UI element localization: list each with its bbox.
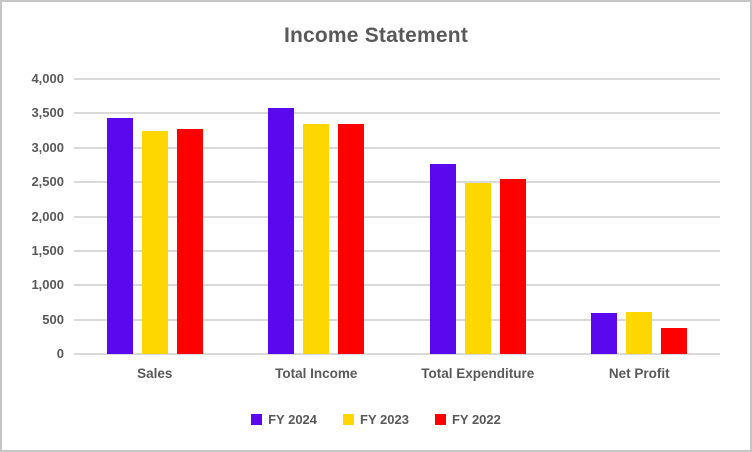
x-axis: Sales Total Income Total Expenditure Net Pr… xyxy=(74,366,720,381)
legend-item-fy-2024: FY 2024 xyxy=(251,412,317,427)
bar-fy-2024-total-income xyxy=(268,107,295,354)
gridline xyxy=(74,146,720,149)
x-axis-category-label: Total Expenditure xyxy=(421,366,535,381)
bar-fy-2024-sales xyxy=(106,117,133,354)
y-axis-tick-label: 3,500 xyxy=(31,105,64,121)
bar-group-total-income xyxy=(236,79,398,354)
bar-fy-2023-net-profit xyxy=(626,311,653,354)
x-axis-category-label: Total Income xyxy=(275,366,358,381)
bar-fy-2023-total-expenditure xyxy=(464,182,491,354)
gridline xyxy=(74,249,720,252)
bar-fy-2022-total-income xyxy=(338,124,365,354)
gridline xyxy=(74,78,720,80)
gridline xyxy=(74,318,720,321)
gridline xyxy=(74,181,720,184)
chart-title: Income Statement xyxy=(283,24,469,47)
x-axis-category-label: Sales xyxy=(137,366,173,381)
y-axis-tick-label: 2,000 xyxy=(31,208,64,224)
legend-swatch-icon xyxy=(434,414,446,425)
gridline xyxy=(74,284,720,287)
bars-container xyxy=(74,79,720,354)
bar-group-net-profit xyxy=(559,79,721,354)
bar-group-total-expenditure xyxy=(397,79,559,354)
y-axis-tick-label: 1,500 xyxy=(31,242,64,258)
bar-group-sales xyxy=(74,79,236,354)
legend-item-fy-2022: FY 2022 xyxy=(434,412,501,427)
y-axis-tick-label: 500 xyxy=(42,311,64,327)
bar-fy-2024-net-profit xyxy=(591,313,618,354)
bar-fy-2022-sales xyxy=(176,129,203,354)
legend-item-fy-2023: FY 2023 xyxy=(343,412,409,427)
legend-swatch-icon xyxy=(343,414,355,425)
y-axis-tick-label: 3,000 xyxy=(31,139,64,155)
legend-swatch-icon xyxy=(251,414,263,425)
bar-fy-2023-sales xyxy=(141,131,168,354)
x-axis-category-label: Net Profit xyxy=(608,366,670,381)
legend-label: FY 2022 xyxy=(451,412,501,427)
legend: FY 2024 FY 2023 FY 2022 xyxy=(2,412,750,427)
gridline xyxy=(74,112,720,115)
gridline xyxy=(74,215,720,218)
y-axis: 0 500 1,000 1,500 2,000 2,500 3,000 3,500 4,000 xyxy=(12,71,64,361)
y-axis-tick-label: 2,500 xyxy=(31,174,64,190)
bar-fy-2024-total-expenditure xyxy=(429,164,456,354)
legend-label: FY 2024 xyxy=(268,412,318,427)
bar-fy-2022-net-profit xyxy=(661,327,688,354)
y-axis-tick-label: 0 xyxy=(56,346,64,361)
plot-area xyxy=(74,78,720,355)
gridline xyxy=(74,353,720,355)
y-axis-tick-label: 1,000 xyxy=(31,277,64,293)
bar-fy-2023-total-income xyxy=(303,123,330,354)
legend-label: FY 2023 xyxy=(360,412,409,427)
bar-fy-2022-total-expenditure xyxy=(499,178,526,354)
y-axis-tick-label: 4,000 xyxy=(31,71,64,86)
